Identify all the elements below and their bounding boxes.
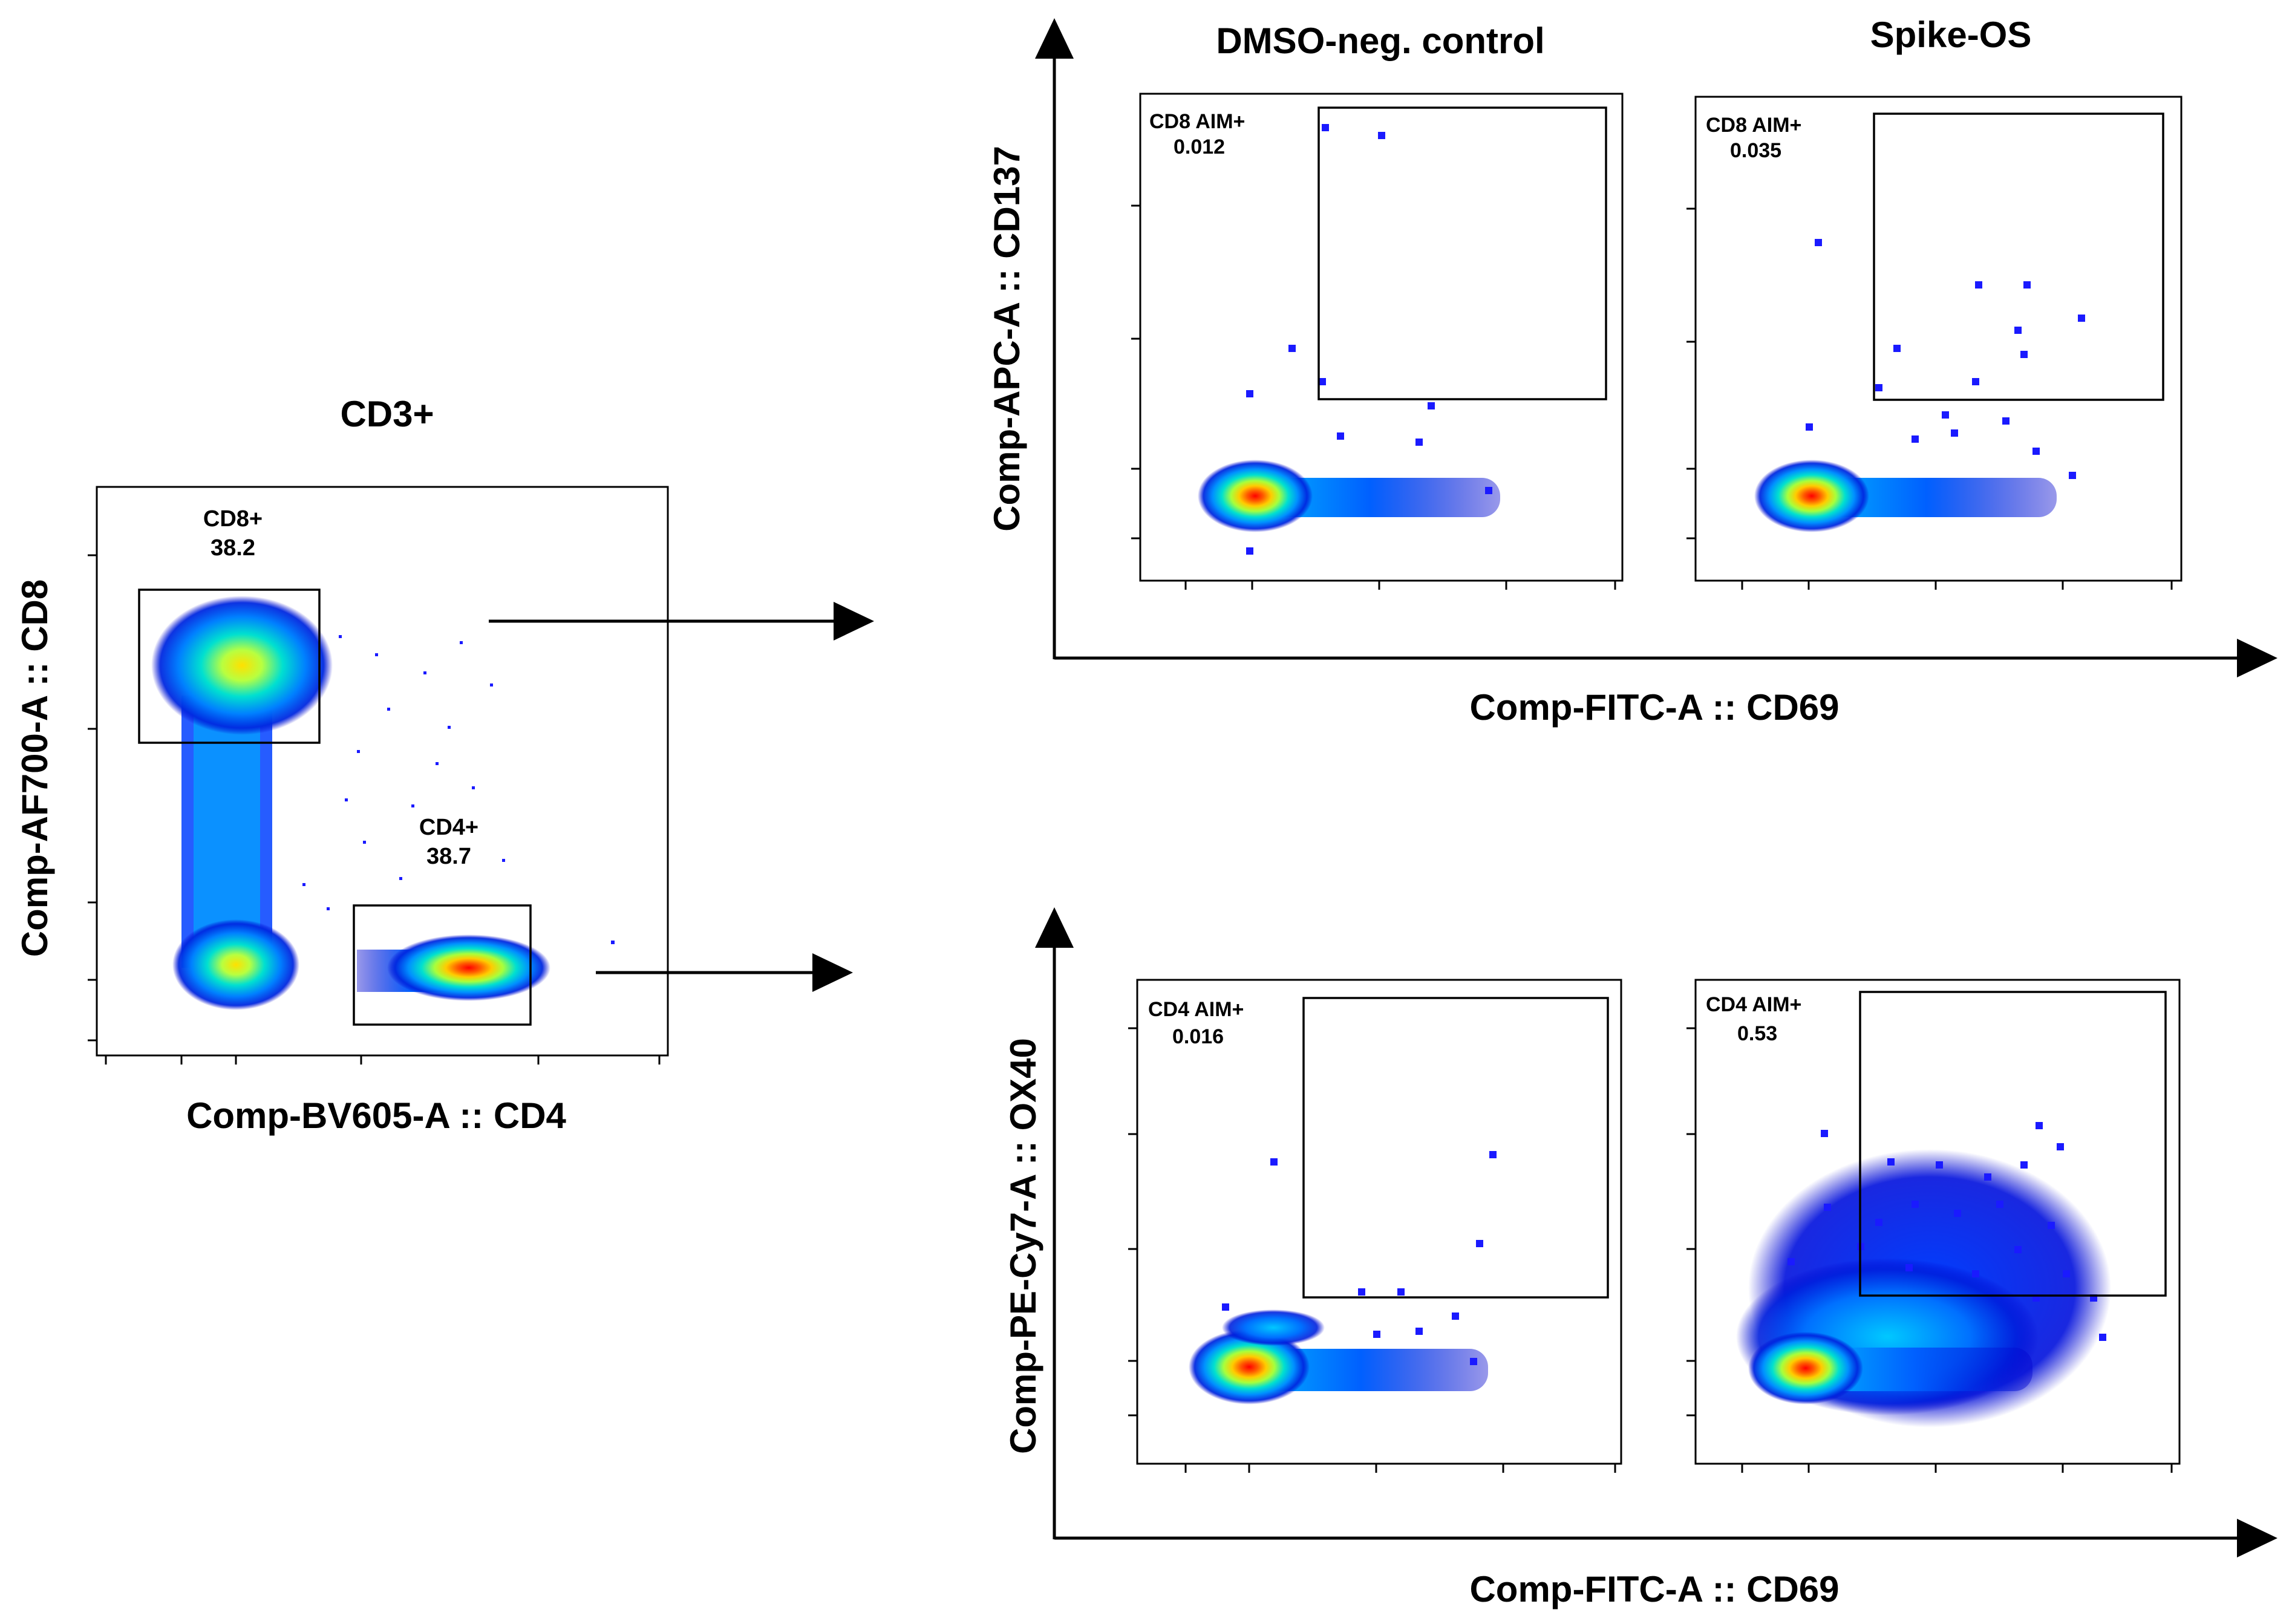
bottom-spike-gate[interactable] xyxy=(1859,991,2167,1297)
bottom-dmso-x-ticks xyxy=(1184,1464,1616,1473)
arrow-to-cd8 xyxy=(489,602,874,641)
cd3-sparse-dots xyxy=(302,635,615,944)
bottom-spike-gate-label: CD4 AIM+ xyxy=(1706,993,1801,1016)
cd3-x-label: Comp-BV605-A :: CD4 xyxy=(186,1095,566,1136)
top-spike-x-ticks xyxy=(1741,581,2173,590)
top-spike-gate-label: CD8 AIM+ xyxy=(1706,114,1801,137)
bottom-dmso-gate-label: CD4 AIM+ xyxy=(1148,998,1244,1021)
bottom-y-label: Comp-PE-Cy7-A :: OX40 xyxy=(1003,1038,1043,1454)
bottom-y-axis-arrow xyxy=(1035,907,1074,1539)
top-x-label: Comp-FITC-A :: CD69 xyxy=(1469,687,1839,728)
top-dmso-frame xyxy=(1139,93,1624,582)
col2-title: Spike-OS xyxy=(1870,15,2032,55)
top-spike-gate[interactable] xyxy=(1873,113,2164,401)
bottom-spike-frame xyxy=(1694,979,2181,1465)
bottom-spike-x-ticks xyxy=(1741,1464,2173,1473)
bottom-spike-density xyxy=(1736,1122,2111,1427)
top-spike-frame xyxy=(1694,96,2183,582)
bottom-dmso-frame xyxy=(1136,979,1622,1465)
cd3-x-ticks xyxy=(105,1055,661,1065)
top-y-label: Comp-APC-A :: CD137 xyxy=(987,146,1027,532)
bottom-x-label: Comp-FITC-A :: CD69 xyxy=(1469,1569,1839,1609)
bottom-dmso-y-ticks xyxy=(1128,1027,1137,1417)
cd4-gate-label: CD4+ xyxy=(419,815,478,840)
bottom-dmso-density xyxy=(1189,1151,1497,1404)
col1-title: DMSO-neg. control xyxy=(1216,21,1544,61)
arrow-to-cd4 xyxy=(596,953,853,992)
cd3-title: CD3+ xyxy=(340,394,434,434)
top-y-axis-arrow xyxy=(1035,18,1074,659)
top-spike-density xyxy=(1754,239,2085,532)
cd8-gate-label: CD8+ xyxy=(203,506,263,532)
bottom-spike-y-ticks xyxy=(1686,1027,1696,1417)
top-spike-y-ticks xyxy=(1686,207,1696,540)
cd3-y-ticks xyxy=(88,554,97,1042)
top-dmso-x-ticks xyxy=(1184,581,1616,590)
cd8-gate[interactable] xyxy=(138,589,321,744)
bottom-dmso-gate[interactable] xyxy=(1302,997,1609,1299)
top-dmso-gate-label: CD8 AIM+ xyxy=(1149,110,1245,133)
cd8-gate-value: 38.2 xyxy=(211,535,255,561)
top-dmso-y-ticks xyxy=(1131,204,1140,540)
top-dmso-density xyxy=(1198,124,1500,555)
cd3-y-label: Comp-AF700-A :: CD8 xyxy=(15,579,55,957)
cd4-gate-value: 38.7 xyxy=(426,844,471,869)
cd4-gate[interactable] xyxy=(353,904,532,1026)
bottom-x-axis-arrow xyxy=(1054,1519,2277,1557)
top-dmso-gate-value: 0.012 xyxy=(1174,135,1225,158)
top-x-axis-arrow xyxy=(1054,639,2277,677)
top-dmso-gate[interactable] xyxy=(1317,106,1607,400)
top-spike-gate-value: 0.035 xyxy=(1730,139,1781,162)
cd3-plot-frame xyxy=(96,486,669,1057)
bottom-dmso-gate-value: 0.016 xyxy=(1172,1025,1224,1048)
bottom-spike-gate-value: 0.53 xyxy=(1737,1022,1777,1045)
cd3-density xyxy=(151,596,615,1010)
